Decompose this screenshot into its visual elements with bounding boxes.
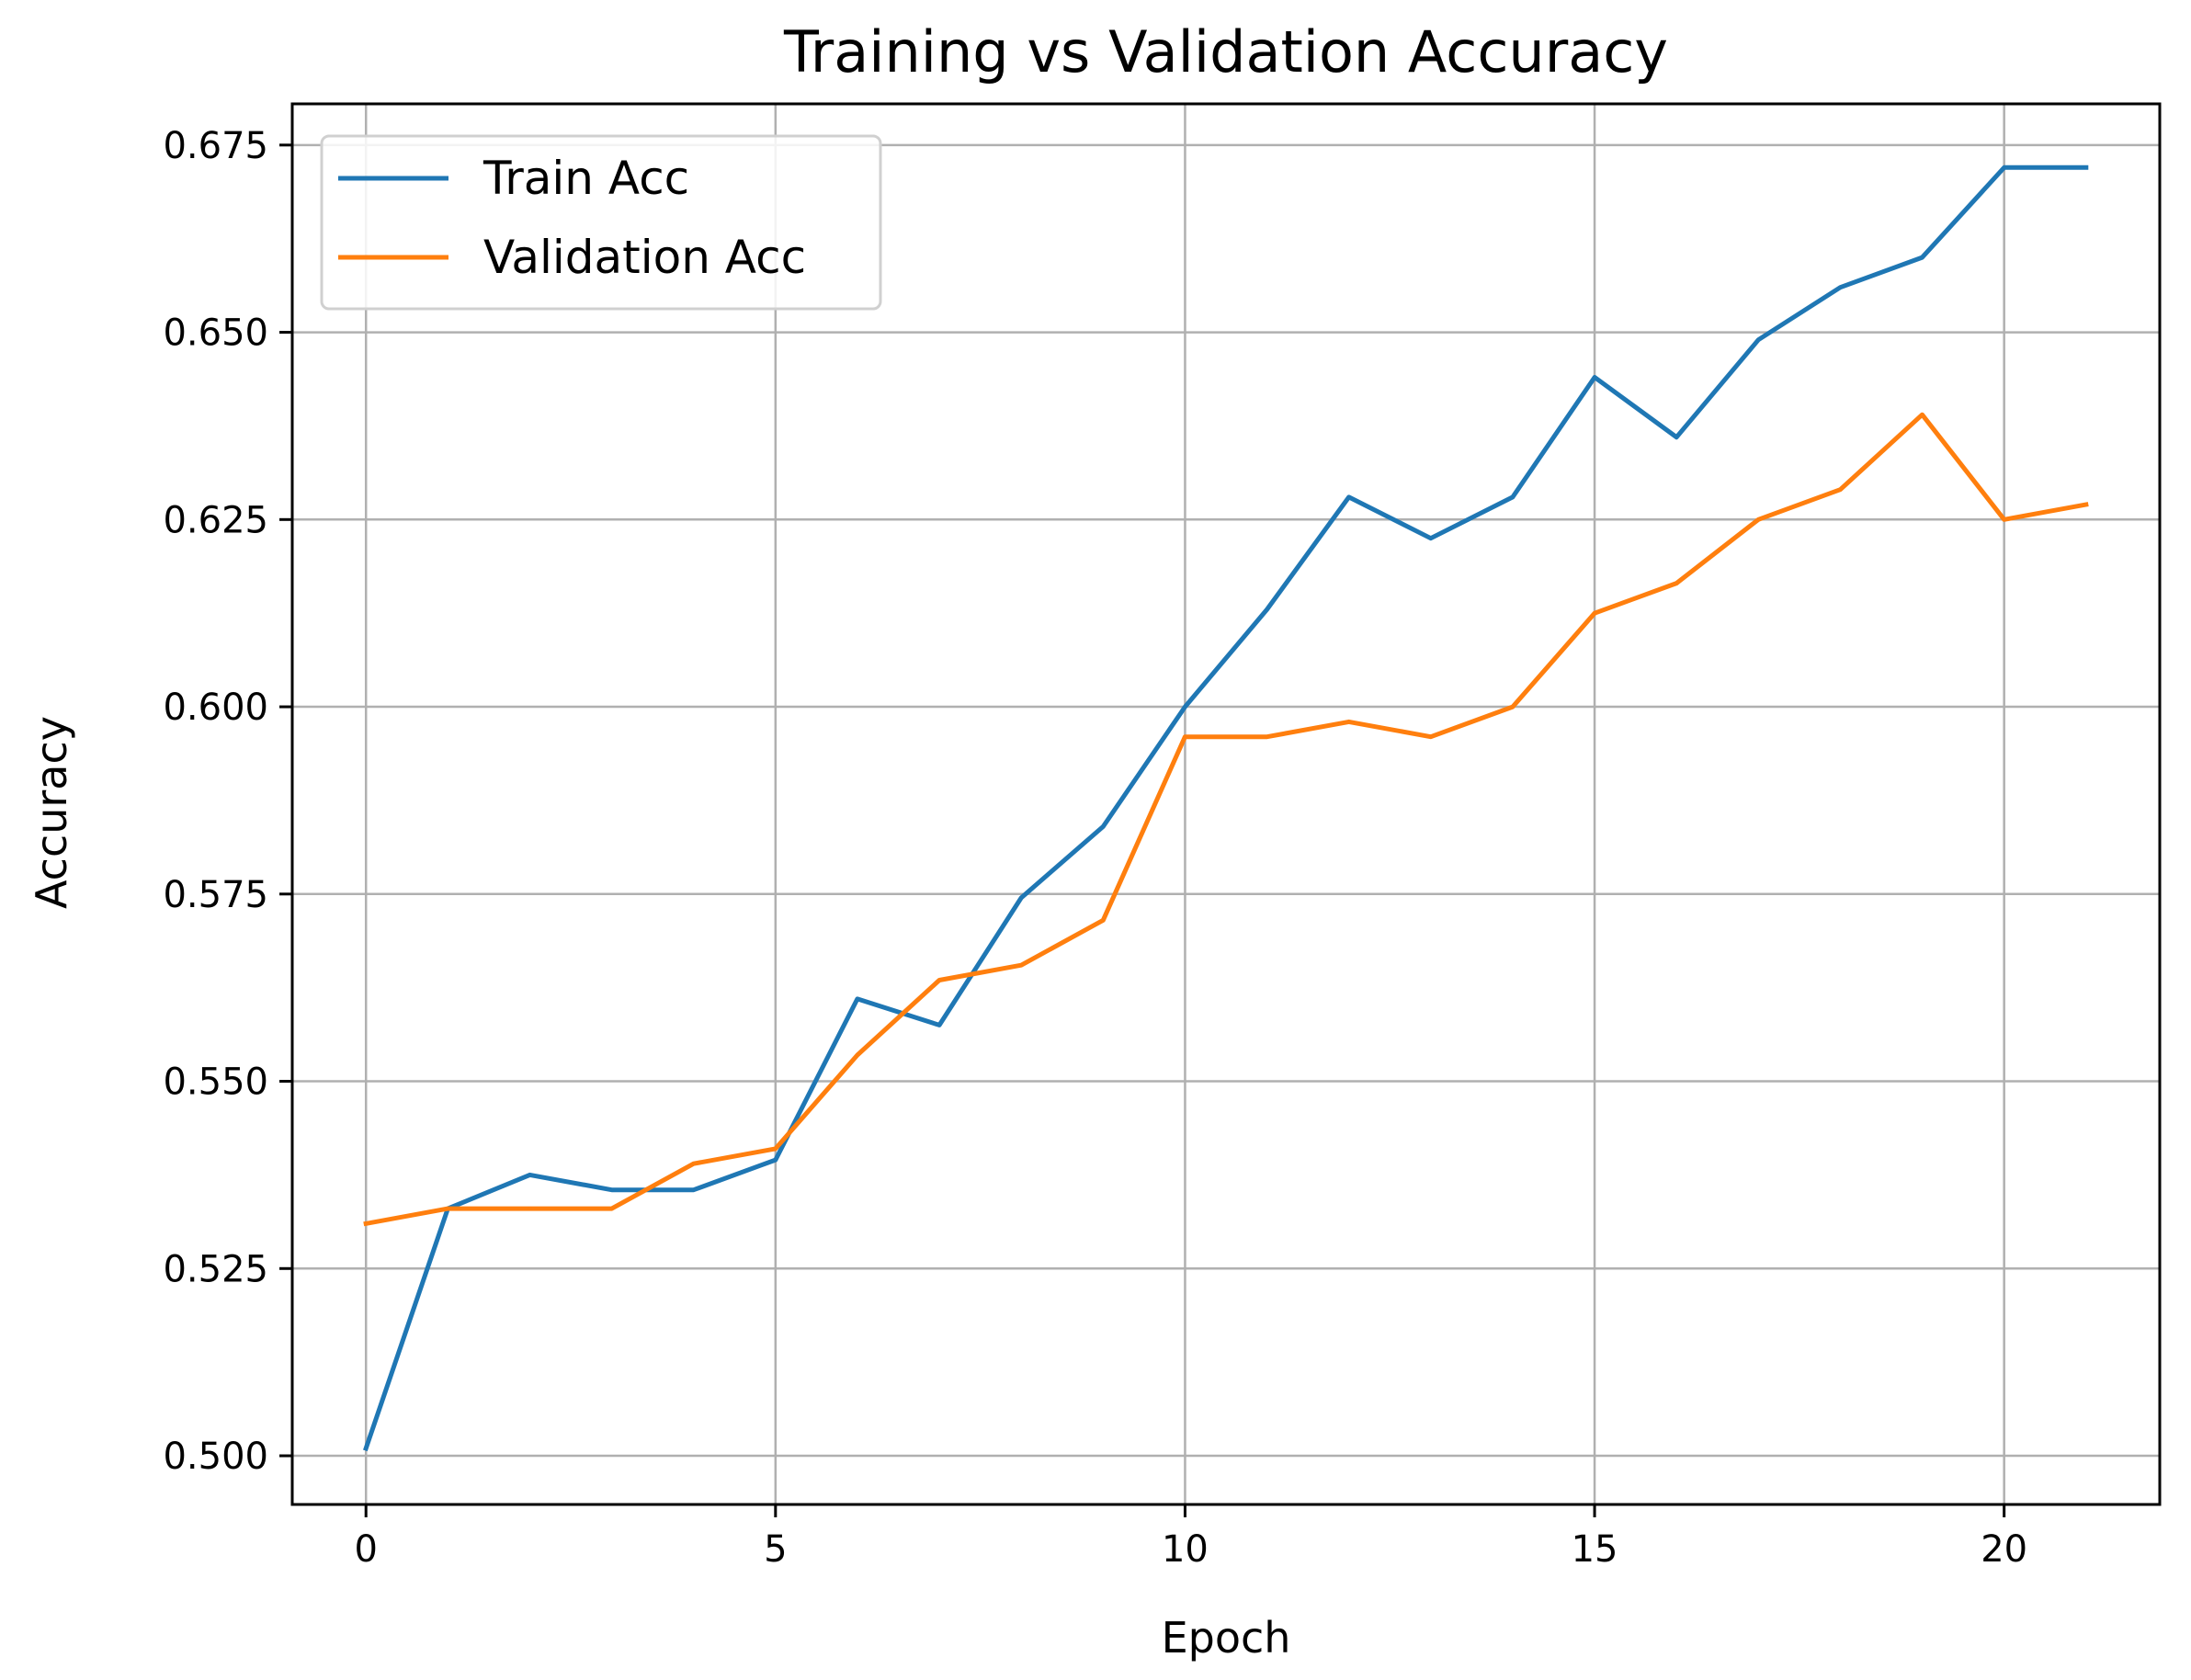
y-tick-label: 0.500: [163, 1436, 268, 1478]
data-point-validation-acc: [773, 1146, 778, 1151]
y-tick-label: 0.675: [163, 125, 268, 167]
legend-label: Train Acc: [482, 152, 689, 205]
x-tick-label: 5: [764, 1528, 787, 1571]
data-point-train-acc: [937, 1023, 942, 1027]
data-point-validation-acc: [528, 1207, 532, 1211]
y-tick-label: 0.525: [163, 1248, 268, 1290]
data-point-validation-acc: [1674, 581, 1679, 585]
data-point-train-acc: [1019, 895, 1024, 900]
data-point-validation-acc: [1593, 611, 1597, 616]
data-point-train-acc: [1838, 285, 1843, 289]
data-point-train-acc: [1101, 824, 1106, 829]
data-point-train-acc: [1428, 536, 1433, 540]
y-tick-label: 0.600: [163, 687, 268, 729]
chart-title: Training vs Validation Accuracy: [783, 18, 1668, 85]
y-tick-label: 0.650: [163, 312, 268, 355]
legend: Train Acc Validation Acc: [320, 134, 882, 311]
data-point-train-acc: [364, 1446, 369, 1450]
data-point-train-acc: [855, 996, 859, 1001]
data-point-train-acc: [528, 1173, 532, 1177]
x-axis-label: Epoch: [1162, 1613, 1291, 1663]
x-tick-label: 20: [1981, 1528, 2027, 1571]
data-point-validation-acc: [1428, 734, 1433, 739]
y-axis-label: Accuracy: [27, 716, 76, 909]
series-lines: [363, 165, 2089, 1452]
data-point-validation-acc: [1019, 963, 1024, 968]
data-point-train-acc: [1674, 435, 1679, 439]
grid: [292, 104, 2160, 1504]
series-line-validation-acc: [363, 412, 2089, 1227]
series-line-train-acc: [363, 165, 2089, 1452]
x-tick-label: 0: [354, 1528, 377, 1571]
data-point-train-acc: [1756, 337, 1761, 342]
data-point-validation-acc: [1265, 734, 1269, 739]
data-point-validation-acc: [937, 978, 942, 982]
data-point-train-acc: [773, 1158, 778, 1163]
data-point-validation-acc: [609, 1207, 614, 1211]
ticks: 0 5 10 15 20 0.500 0.525 0.550 0.575 0.600 0.625 0.…: [163, 125, 2027, 1571]
data-point-train-acc: [1510, 494, 1515, 499]
data-point-validation-acc: [2002, 517, 2006, 522]
legend-label: Validation Acc: [483, 231, 806, 284]
data-point-train-acc: [2083, 165, 2088, 170]
data-point-validation-acc: [1101, 918, 1106, 923]
data-point-train-acc: [2002, 165, 2006, 170]
data-point-validation-acc: [1510, 705, 1515, 709]
data-point-validation-acc: [446, 1207, 450, 1211]
x-tick-label: 10: [1162, 1528, 1209, 1571]
data-point-train-acc: [1265, 607, 1269, 612]
data-point-train-acc: [609, 1187, 614, 1192]
data-point-validation-acc: [1183, 734, 1187, 739]
data-point-train-acc: [691, 1187, 696, 1192]
data-point-validation-acc: [2083, 503, 2088, 507]
data-point-train-acc: [1920, 255, 1924, 260]
x-tick-label: 15: [1572, 1528, 1618, 1571]
data-point-validation-acc: [1756, 517, 1761, 522]
y-tick-label: 0.550: [163, 1061, 268, 1104]
data-point-validation-acc: [364, 1221, 369, 1226]
y-tick-label: 0.625: [163, 499, 268, 541]
data-point-validation-acc: [855, 1053, 859, 1058]
data-point-validation-acc: [1346, 720, 1351, 724]
data-point-validation-acc: [691, 1162, 696, 1166]
legend-box: [320, 134, 882, 311]
data-point-train-acc: [1593, 375, 1597, 380]
data-point-validation-acc: [1920, 413, 1924, 417]
data-point-train-acc: [1183, 705, 1187, 709]
data-point-train-acc: [1346, 494, 1351, 499]
data-point-validation-acc: [1838, 487, 1843, 492]
y-tick-label: 0.575: [163, 874, 268, 916]
plot-frame: [290, 102, 2162, 1506]
